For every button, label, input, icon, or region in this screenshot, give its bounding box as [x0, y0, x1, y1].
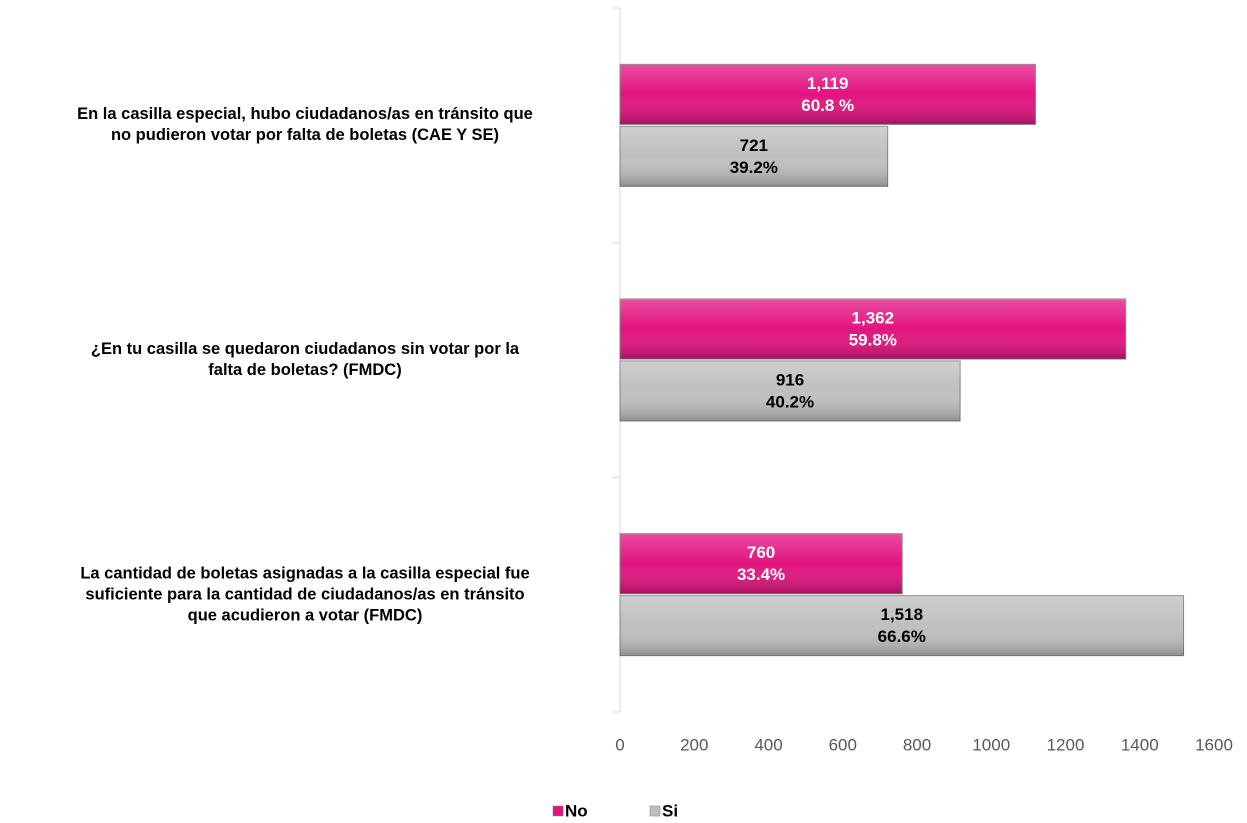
category-label: En la casilla especial, hubo ciudadanos/…	[77, 105, 533, 145]
share-label: 40.2%	[766, 392, 814, 411]
legend-swatch	[552, 805, 564, 817]
bar-shade	[620, 595, 1184, 656]
value-label: 760	[747, 543, 775, 562]
legend-swatch	[649, 805, 661, 817]
legend-label: No	[565, 801, 588, 820]
x-tick-label: 1400	[1121, 735, 1159, 754]
bar-shade	[620, 299, 1126, 359]
share-label: 59.8%	[849, 330, 897, 349]
value-label: 1,518	[881, 605, 924, 624]
category-label: La cantidad de boletas asignadas a la ca…	[80, 564, 530, 625]
x-tick-label: 800	[903, 735, 931, 754]
bar-shade	[620, 361, 961, 421]
bar-shade	[620, 533, 903, 594]
x-tick-label: 1000	[972, 735, 1010, 754]
value-label: 1,362	[852, 308, 895, 327]
category-label: ¿En tu casilla se quedaron ciudadanos si…	[90, 340, 520, 379]
legend-label: Si	[662, 801, 678, 820]
x-tick-label: 1600	[1195, 735, 1233, 754]
share-label: 33.4%	[737, 565, 785, 584]
bar-shade	[620, 126, 888, 187]
x-tick-label: 400	[754, 735, 782, 754]
share-label: 60.8 %	[801, 96, 854, 115]
x-tick-label: 0	[615, 735, 624, 754]
x-tick-label: 200	[680, 735, 708, 754]
x-tick-label: 600	[829, 735, 857, 754]
value-label: 1,119	[807, 74, 849, 93]
value-label: 916	[776, 370, 804, 389]
value-label: 721	[740, 136, 768, 155]
share-label: 66.6%	[878, 627, 926, 646]
share-label: 39.2%	[730, 158, 778, 177]
x-tick-label: 1200	[1047, 735, 1085, 754]
bar-shade	[620, 64, 1036, 125]
